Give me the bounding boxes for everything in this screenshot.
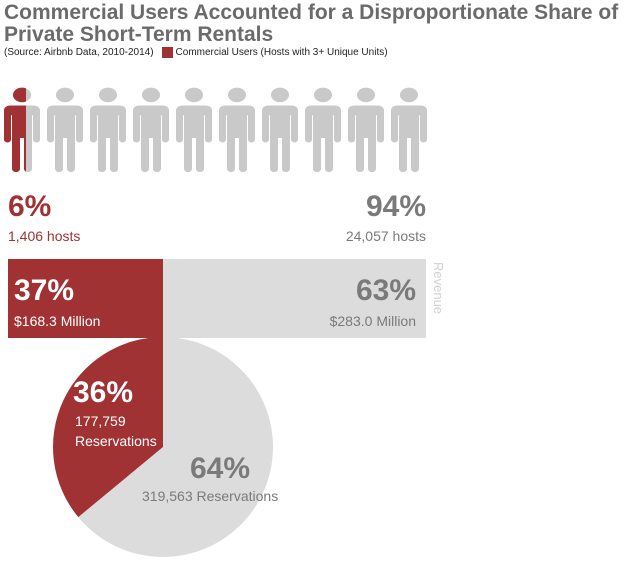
- revenue-bar-commercial: [8, 259, 163, 338]
- reservations-other-pct: 64%: [190, 452, 250, 485]
- pie-slice-other: [78, 337, 273, 557]
- person-icon: [88, 86, 128, 190]
- hosts-other-count: 24,057 hosts: [345, 228, 426, 244]
- reservations-commercial-pct: 36%: [73, 376, 133, 409]
- person-icon: [45, 86, 85, 190]
- reservations-pie: 36% 177,759 Reservations 64% 319,563 Res…: [52, 337, 278, 557]
- revenue-commercial-pct: 37%: [14, 274, 75, 307]
- revenue-axis-label: Revenue: [431, 262, 447, 332]
- chart-title: Commercial Users Accounted for a Disprop…: [4, 1, 619, 46]
- reservations-other-count: 319,563 Reservations: [142, 488, 278, 504]
- pie-slice-commercial: [52, 337, 163, 518]
- person-icon: [346, 86, 386, 190]
- subtitle-row: (Source: Airbnb Data, 2010-2014) Commerc…: [4, 47, 388, 58]
- person-icon: [217, 86, 257, 190]
- person-icon: [260, 86, 300, 190]
- person-icon: [303, 86, 343, 190]
- hosts-commercial-pct: 6%: [8, 190, 52, 223]
- person-icon: [2, 86, 42, 190]
- reservations-commercial-count: 177,759: [75, 413, 126, 429]
- reservations-commercial-unit: Reservations: [75, 433, 157, 449]
- legend-label-commercial: Commercial Users (Hosts with 3+ Unique U…: [175, 47, 388, 58]
- person-icon: [174, 86, 214, 190]
- hosts-other-pct: 94%: [365, 190, 426, 223]
- person-icon: [131, 86, 171, 190]
- revenue-bar: 37% $168.3 Million 63% $283.0 Million: [8, 259, 426, 338]
- revenue-label-text: Revenue: [431, 262, 446, 315]
- revenue-other-amount: $283.0 Million: [329, 313, 416, 329]
- hosts-pictograph: [0, 86, 440, 194]
- hosts-commercial-count: 1,406 hosts: [8, 228, 81, 244]
- legend-swatch-commercial: [161, 47, 173, 58]
- source-note: (Source: Airbnb Data, 2010-2014): [4, 47, 154, 58]
- person-icon: [389, 86, 429, 190]
- revenue-other-pct: 63%: [355, 274, 416, 307]
- revenue-commercial-amount: $168.3 Million: [14, 313, 101, 329]
